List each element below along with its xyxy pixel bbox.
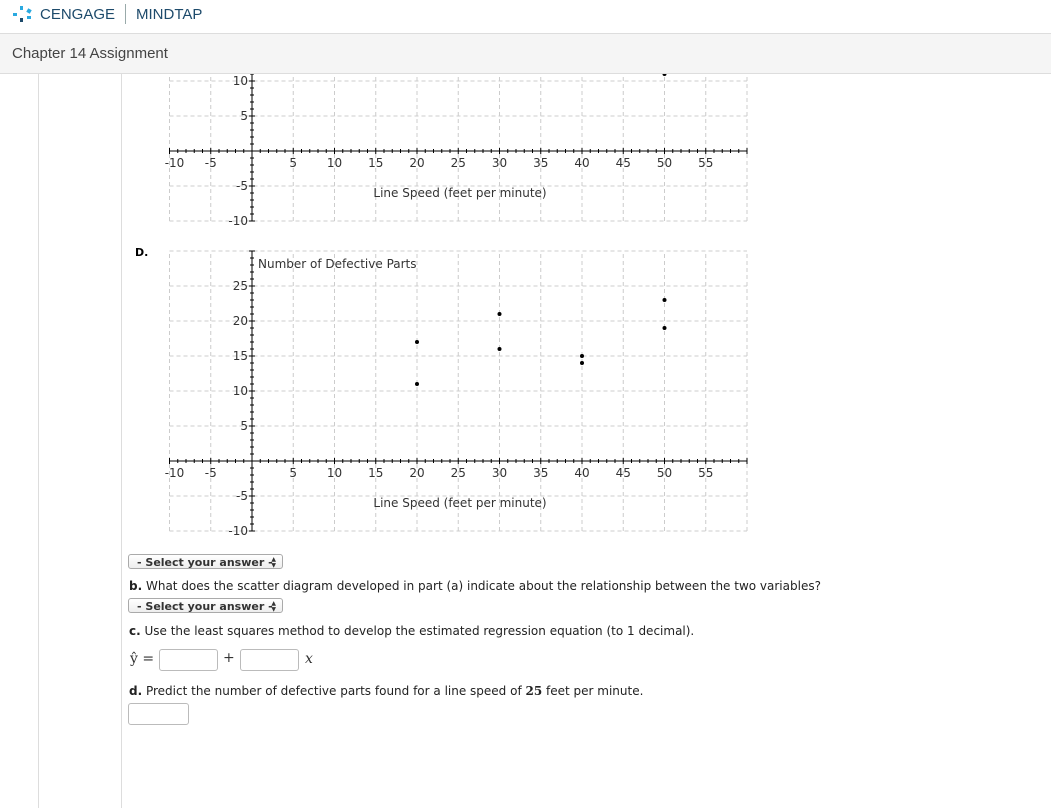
divider	[121, 74, 122, 808]
answer-select-b[interactable]: - Select your answer - ▲ ▼	[128, 598, 283, 613]
x-tick-label: 35	[533, 156, 548, 170]
x-tick-label: 55	[698, 156, 713, 170]
y-hat-label: ŷ =	[130, 651, 155, 667]
x-tick-label: -5	[205, 466, 217, 480]
question-d: d. Predict the number of defective parts…	[129, 684, 643, 698]
scatter-chart-d: -10 -5 5 10 15 20 25 30 35 40 45 50 55 -10 -5 5 10 15 20 25…	[165, 250, 748, 538]
data-point	[497, 347, 502, 351]
y-tick-label: 10	[233, 74, 248, 88]
select-value: - Select your answer -	[137, 600, 273, 613]
question-c: c. Use the least squares method to devel…	[129, 624, 694, 638]
x-tick-label: 15	[368, 466, 383, 480]
x-tick-label: 50	[657, 156, 672, 170]
y-axis-label: Number of Defective Parts	[258, 257, 417, 271]
x-tick-label: 5	[289, 466, 297, 480]
x-tick-label: 50	[657, 466, 672, 480]
y-tick-label: 20	[233, 314, 248, 328]
x-tick-label: 30	[492, 466, 507, 480]
y-tick-label: 5	[240, 419, 248, 433]
x-tick-label: -5	[205, 156, 217, 170]
option-label: D.	[135, 246, 149, 259]
x-tick-label: 40	[574, 466, 589, 480]
data-point	[580, 361, 584, 365]
y-tick-label: -5	[236, 489, 248, 503]
select-value: - Select your answer -	[137, 556, 273, 569]
scatter-chart-c: -10 -5 5 10 15 20 25 30 35 40 45 50 55 -10 -5 5 10 Line S…	[165, 74, 748, 228]
page-title: Chapter 14 Assignment	[12, 45, 168, 62]
x-tick-label: 30	[492, 156, 507, 170]
cengage-logo-icon	[13, 6, 32, 22]
x-tick-label: 15	[368, 156, 383, 170]
y-tick-label: 25	[233, 279, 248, 293]
y-tick-label: -5	[236, 179, 248, 193]
app-header: CENGAGE MINDTAP	[0, 0, 1051, 34]
slope-input[interactable]	[240, 649, 299, 671]
y-tick-label: 10	[233, 384, 248, 398]
chevron-updown-icon: ▲ ▼	[271, 600, 276, 613]
x-tick-label: 55	[698, 466, 713, 480]
y-tick-label: 5	[240, 109, 248, 123]
x-tick-label: 20	[409, 466, 424, 480]
question-text: Use the least squares method to develop …	[140, 624, 695, 638]
x-tick-label: 20	[409, 156, 424, 170]
title-bar: Chapter 14 Assignment	[0, 34, 1051, 74]
speed-value: 25	[525, 684, 543, 698]
data-point	[415, 382, 419, 386]
intercept-input[interactable]	[159, 649, 218, 671]
x-tick-label: 10	[327, 156, 342, 170]
divider	[125, 4, 127, 24]
x-tick-label: 25	[451, 156, 466, 170]
plus-sign: +	[223, 650, 235, 666]
x-tick-label: 35	[533, 466, 548, 480]
x-tick-label: 40	[574, 156, 589, 170]
x-axis-label: Line Speed (feet per minute)	[373, 186, 546, 200]
x-axis-label: Line Speed (feet per minute)	[373, 496, 546, 510]
x-tick-label: 45	[616, 156, 631, 170]
question-text: feet per minute.	[542, 684, 644, 698]
data-point	[415, 340, 419, 344]
data-point	[497, 312, 502, 316]
data-point	[662, 326, 667, 330]
prediction-input[interactable]	[128, 703, 189, 725]
data-point	[580, 354, 584, 358]
x-variable: x	[305, 651, 313, 667]
x-tick-label: 10	[327, 466, 342, 480]
question-label: b.	[129, 579, 143, 593]
x-tick-label: 5	[289, 156, 297, 170]
question-text: Predict the number of defective parts fo…	[142, 684, 526, 698]
question-label: d.	[129, 684, 143, 698]
question-text: What does the scatter diagram developed …	[142, 579, 821, 593]
x-tick-label: 25	[451, 466, 466, 480]
x-tick-label: 45	[616, 466, 631, 480]
answer-select-a[interactable]: - Select your answer - ▲ ▼	[128, 554, 283, 569]
cengage-logo[interactable]: CENGAGE MINDTAP	[12, 4, 202, 24]
question-b: b. What does the scatter diagram develop…	[129, 579, 821, 593]
data-point	[662, 74, 667, 76]
y-tick-label: -10	[228, 524, 248, 538]
brand-name: CENGAGE	[40, 5, 116, 23]
data-point	[662, 298, 667, 302]
chevron-updown-icon: ▲ ▼	[271, 556, 276, 569]
divider	[38, 74, 39, 808]
product-name: MINDTAP	[136, 5, 203, 23]
x-tick-label: -10	[165, 156, 185, 170]
y-tick-label: -10	[228, 214, 248, 228]
y-tick-label: 15	[233, 349, 248, 363]
x-tick-label: -10	[165, 466, 185, 480]
question-label: c.	[129, 624, 141, 638]
